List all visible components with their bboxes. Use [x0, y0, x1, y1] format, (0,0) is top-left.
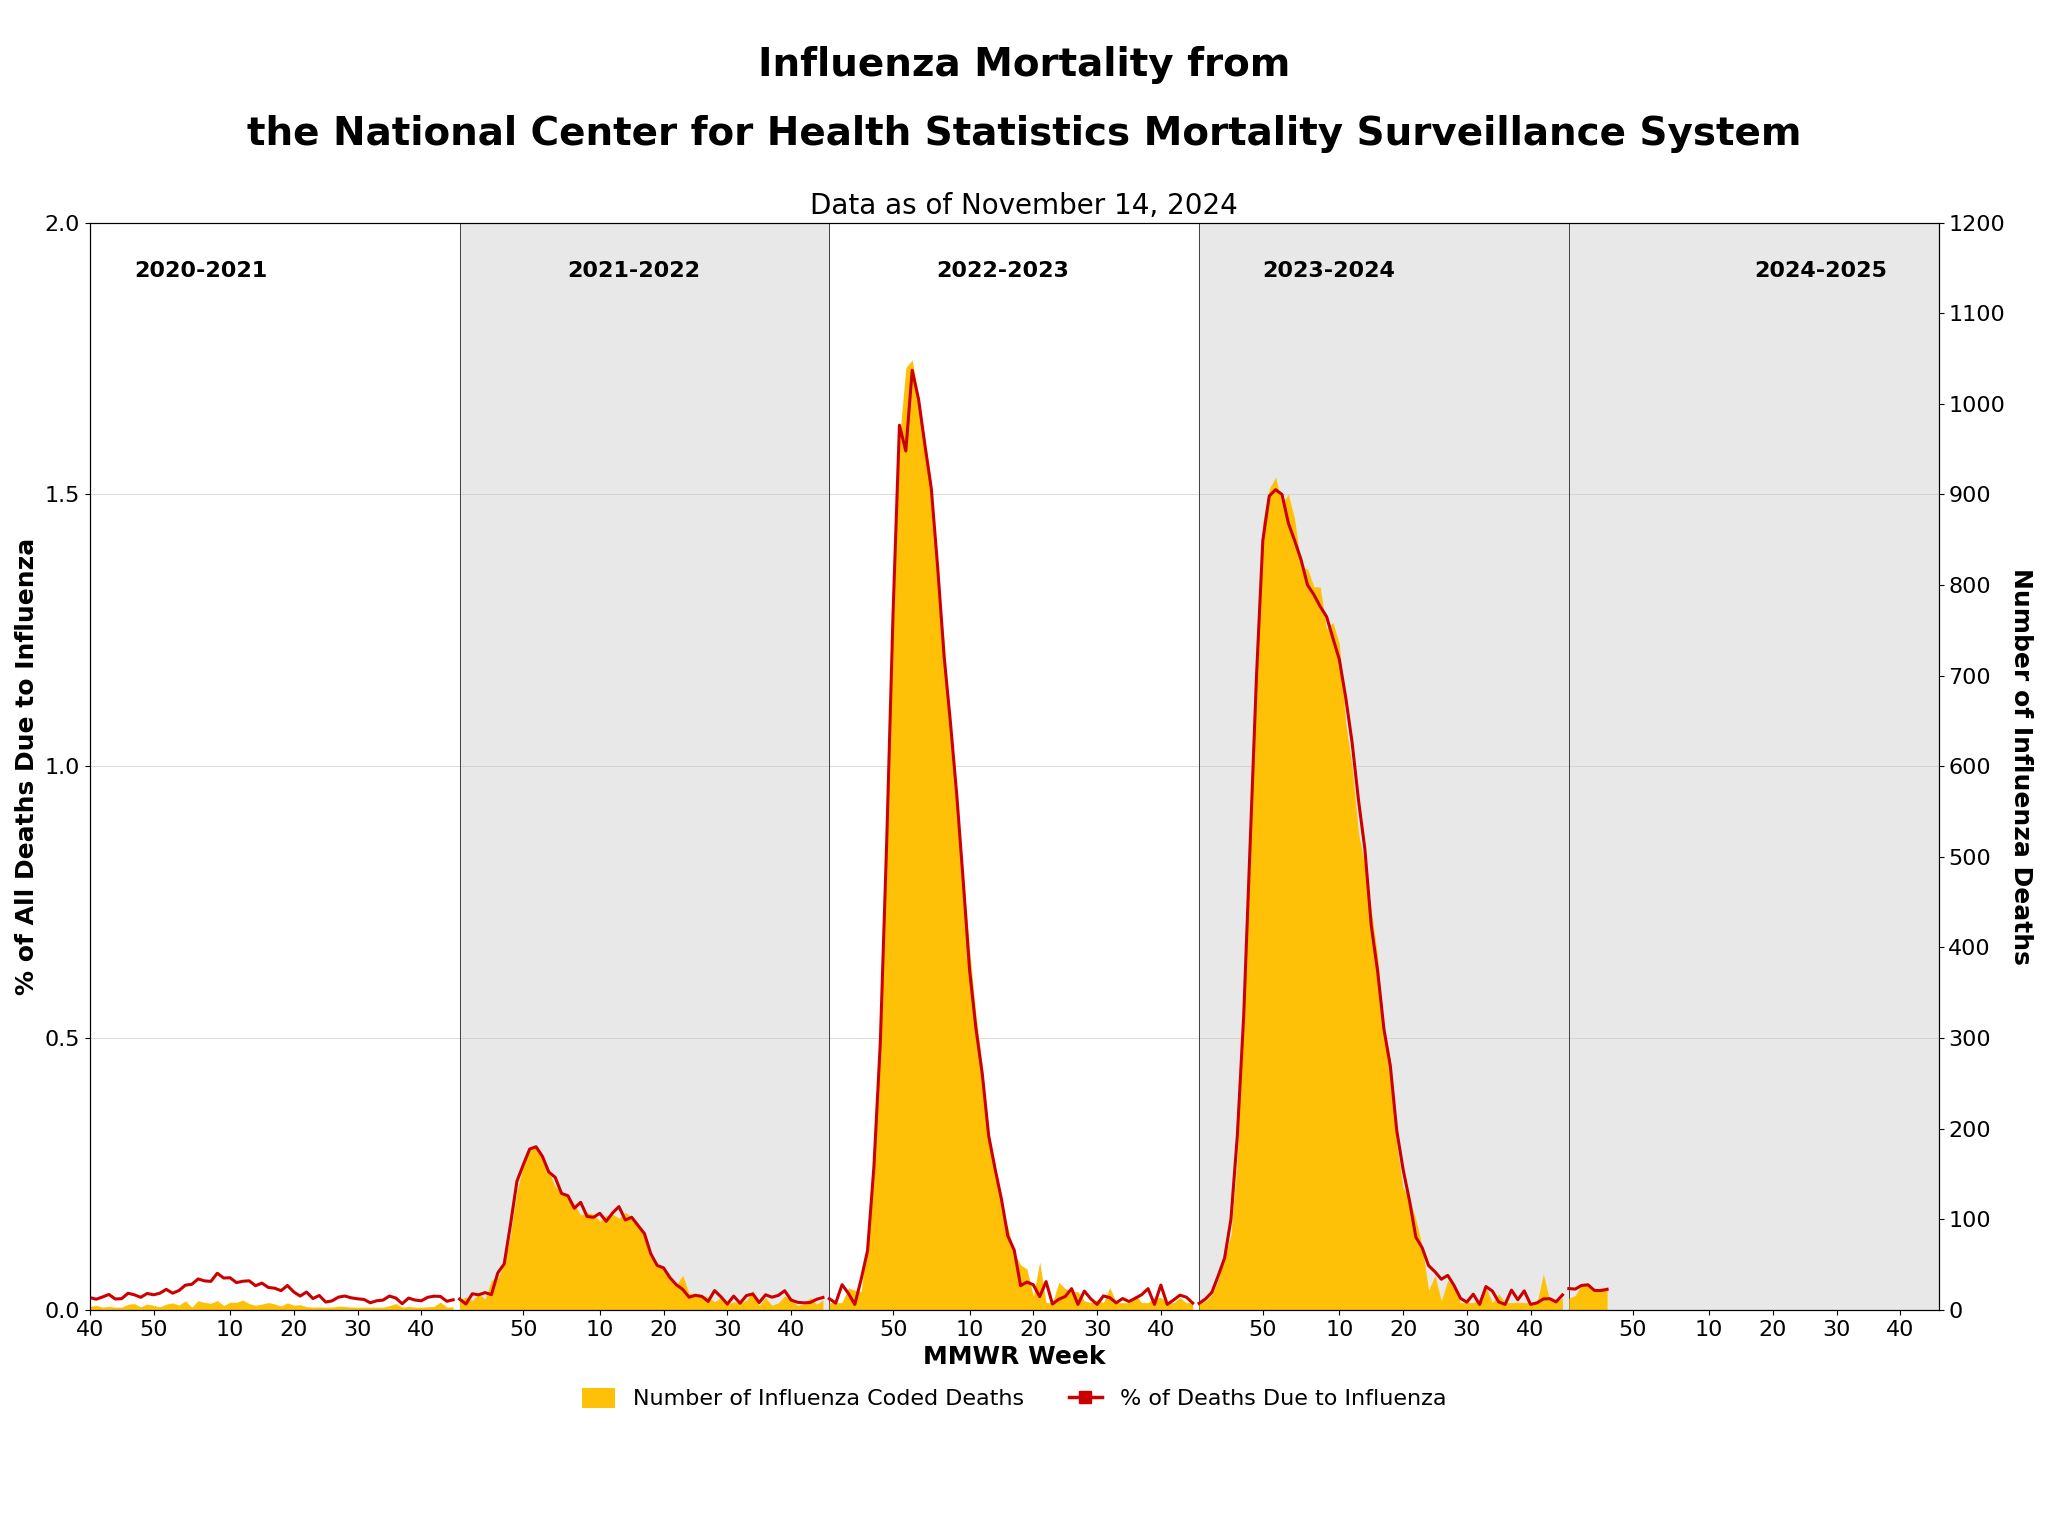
Text: 2020-2021: 2020-2021	[133, 261, 268, 281]
Bar	[1569, 223, 1939, 1310]
Bar	[459, 223, 829, 1310]
X-axis label: MMWR Week: MMWR Week	[924, 1346, 1106, 1369]
Bar	[1198, 223, 1569, 1310]
Text: the National Center for Health Statistics Mortality Surveillance System: the National Center for Health Statistic…	[246, 115, 1802, 154]
Y-axis label: % of All Deaths Due to Influenza: % of All Deaths Due to Influenza	[14, 538, 39, 995]
Text: 2021-2022: 2021-2022	[567, 261, 700, 281]
Text: 2023-2024: 2023-2024	[1262, 261, 1395, 281]
Legend: Number of Influenza Coded Deaths, % of Deaths Due to Influenza: Number of Influenza Coded Deaths, % of D…	[573, 1379, 1456, 1418]
Text: Data as of November 14, 2024: Data as of November 14, 2024	[811, 192, 1237, 220]
Text: 2022-2023: 2022-2023	[936, 261, 1069, 281]
Y-axis label: Number of Influenza Deaths: Number of Influenza Deaths	[2009, 568, 2034, 965]
Text: Influenza Mortality from: Influenza Mortality from	[758, 46, 1290, 84]
Text: 2024-2025: 2024-2025	[1753, 261, 1886, 281]
